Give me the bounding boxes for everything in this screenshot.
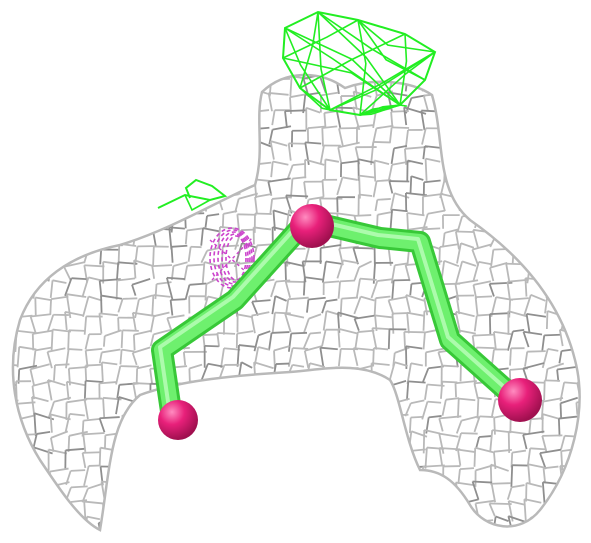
negative-density-contour bbox=[221, 233, 249, 283]
atom-sphere bbox=[290, 204, 334, 248]
negative-density-contour bbox=[209, 227, 255, 289]
bond-highlight bbox=[158, 223, 300, 417]
ligand-atoms bbox=[158, 204, 542, 440]
electron-density-mesh bbox=[11, 73, 581, 532]
mesh-grid bbox=[12, 74, 580, 530]
atom-sphere bbox=[158, 400, 198, 440]
positive-difference-density bbox=[157, 10, 437, 212]
bond-highlight bbox=[308, 217, 515, 397]
atom-sphere bbox=[498, 378, 542, 422]
negative-density-contour bbox=[217, 231, 251, 285]
ligand-bonds bbox=[151, 211, 526, 429]
negative-density-contour bbox=[225, 235, 247, 281]
positive-density-left bbox=[157, 178, 228, 212]
positive-density-top bbox=[281, 10, 437, 117]
